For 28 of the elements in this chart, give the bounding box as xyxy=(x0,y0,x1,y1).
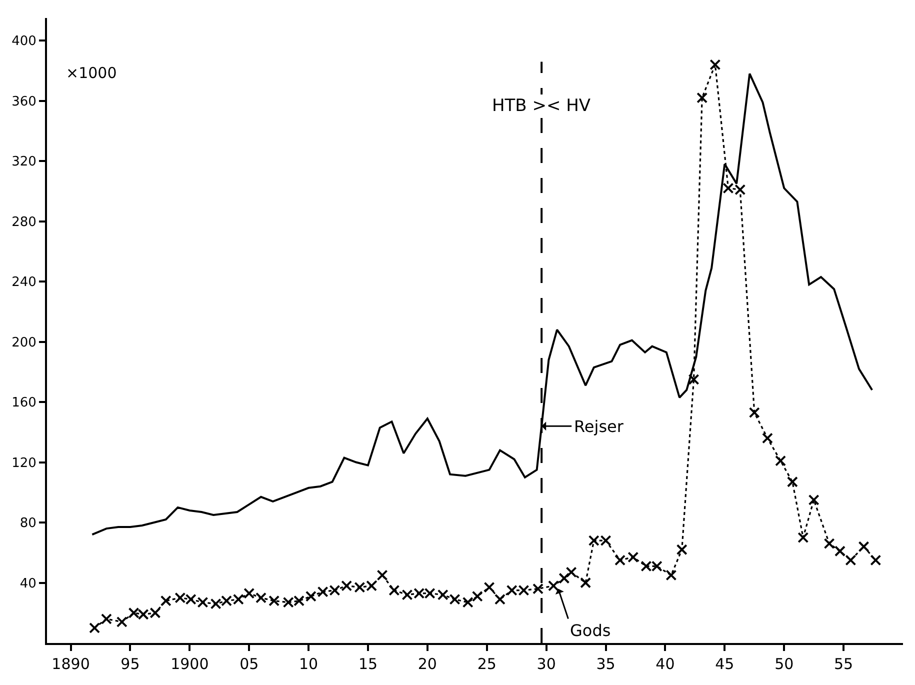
y-tick-label: 160 xyxy=(12,396,36,411)
x-tick-label: 10 xyxy=(299,655,318,673)
x-tick-label: 30 xyxy=(536,655,556,673)
x-tick-label: 50 xyxy=(774,655,794,673)
x-tick-label: 45 xyxy=(715,655,734,673)
x-tick-label: 55 xyxy=(834,655,854,673)
x-tick-label: 15 xyxy=(358,655,378,673)
y-tick-label: 120 xyxy=(12,456,36,471)
x-tick-label: 25 xyxy=(477,655,496,673)
y-tick-label: 280 xyxy=(12,214,36,230)
x-tick-label: 05 xyxy=(240,655,259,673)
x-tick-label: 95 xyxy=(120,655,140,673)
y-tick-label: 360 xyxy=(12,94,36,110)
y-tick-label: 320 xyxy=(12,154,36,170)
annotation: Gods xyxy=(570,621,611,640)
x-tick-label: 1900 xyxy=(170,655,209,673)
x-tick-label: 1890 xyxy=(52,655,90,673)
y-tick-label: 200 xyxy=(12,335,36,350)
annotation: Rejser xyxy=(574,417,624,436)
y-axis-title: ×1000 xyxy=(66,64,117,82)
x-tick-label: 20 xyxy=(418,655,437,673)
y-tick-label: 80 xyxy=(20,516,36,532)
y-tick-label: 40 xyxy=(20,576,36,592)
y-tick-label: 400 xyxy=(12,34,36,50)
ref-line-label: HTB >< HV xyxy=(492,96,591,116)
x-tick-label: 40 xyxy=(656,655,675,673)
y-tick-label: 240 xyxy=(12,275,36,290)
x-tick-label: 35 xyxy=(596,655,616,673)
